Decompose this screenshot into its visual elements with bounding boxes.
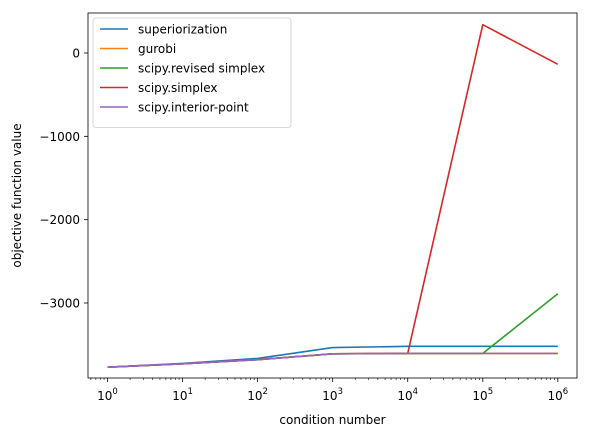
x-tick-label: 106 xyxy=(547,387,568,403)
series-layer xyxy=(107,23,559,368)
x-tick-label: 102 xyxy=(247,387,268,403)
y-tick-label: −1000 xyxy=(39,130,80,144)
legend-label: gurobi xyxy=(138,42,176,56)
series-line-2 xyxy=(107,293,559,368)
legend-box xyxy=(92,17,292,128)
x-axis-ticks: 100 101 102 103 104 105 106 xyxy=(90,378,568,403)
legend-label: scipy.interior-point xyxy=(138,101,249,115)
y-tick-label: −3000 xyxy=(39,297,80,311)
y-tick-label: −2000 xyxy=(39,213,80,227)
legend-label: scipy.simplex xyxy=(138,81,218,95)
series-line-1 xyxy=(107,352,558,368)
series-line-4 xyxy=(107,352,558,368)
x-tick-label: 101 xyxy=(172,387,193,403)
y-tick-label: 0 xyxy=(72,47,80,61)
x-tick-label: 103 xyxy=(322,387,343,403)
x-tick-label: 105 xyxy=(472,387,493,403)
y-axis-label: objective function value xyxy=(10,123,24,267)
plot-frame xyxy=(87,12,578,379)
x-axis-label: condition number xyxy=(279,413,385,427)
legend-label: superiorization xyxy=(138,23,227,37)
x-tick-label: 104 xyxy=(397,387,418,403)
y-axis-ticks: 0 −1000 −2000 −3000 xyxy=(39,47,88,311)
x-tick-label: 100 xyxy=(97,387,118,403)
legend-label: scipy.revised simplex xyxy=(138,62,265,76)
legend: superiorization gurobi scipy.revised simpl… xyxy=(92,17,292,128)
